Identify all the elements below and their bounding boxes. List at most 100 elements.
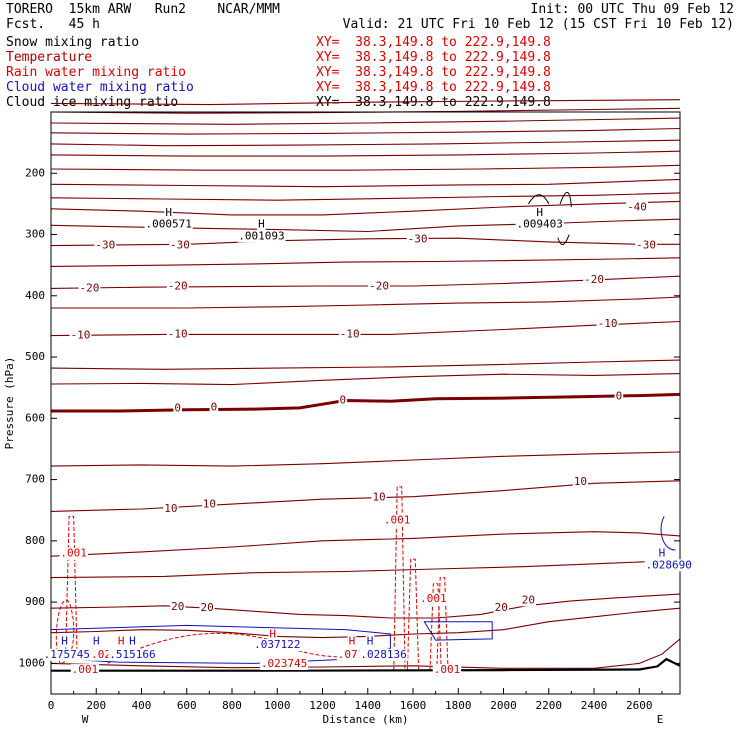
temperature-contour bbox=[50, 200, 681, 216]
temperature-contour bbox=[50, 192, 681, 201]
temperature-label-bg bbox=[201, 498, 217, 511]
cloud-water-contour bbox=[660, 516, 676, 551]
x-tick-label: 2400 bbox=[581, 699, 608, 712]
x-tick-label: 1200 bbox=[309, 699, 336, 712]
cloud-water-label-bg bbox=[365, 635, 375, 648]
temperature-label: 20 bbox=[495, 601, 508, 614]
snow-label-bg bbox=[164, 207, 173, 220]
temperature-label-bg bbox=[170, 601, 186, 614]
temperature-label: -30 bbox=[170, 239, 190, 252]
snow-label: .001093 bbox=[238, 229, 284, 242]
field-name-rain: Rain water mixing ratio bbox=[6, 65, 187, 80]
east-label: E bbox=[657, 713, 664, 726]
cloud-water-label-bg bbox=[128, 635, 137, 648]
rain-label: .001 bbox=[72, 663, 99, 676]
temperature-contour bbox=[50, 275, 681, 289]
rain-contour bbox=[65, 515, 78, 652]
west-label: W bbox=[82, 713, 89, 726]
temperature-label-bg bbox=[173, 402, 183, 415]
field-xy-cloud-water: XY= 38.3,149.8 to 222.9,149.8 bbox=[316, 80, 551, 95]
temperature-label-bg bbox=[371, 491, 387, 504]
field-xy-rain: XY= 38.3,149.8 to 222.9,149.8 bbox=[316, 65, 551, 80]
rain-label: .001 bbox=[60, 547, 87, 560]
temperature-label: 20 bbox=[200, 601, 213, 614]
rain-label-bg bbox=[70, 664, 100, 677]
plot-frame bbox=[50, 111, 681, 695]
rain-label: H bbox=[269, 628, 276, 641]
cloud-water-label-bg bbox=[359, 648, 408, 661]
snow-label-bg bbox=[257, 218, 266, 231]
temperature-label: -20 bbox=[80, 281, 100, 294]
precip-contours bbox=[50, 191, 676, 671]
rain-label: .023745 bbox=[261, 657, 307, 670]
rain-label-bg bbox=[268, 628, 278, 641]
y-tick-label: 900 bbox=[25, 595, 45, 608]
temperature-label: 0 bbox=[340, 394, 347, 407]
snow-label: .009403 bbox=[517, 218, 563, 231]
temperature-label-bg bbox=[635, 239, 657, 252]
y-tick-label: 400 bbox=[25, 289, 45, 302]
x-tick-label: 1400 bbox=[355, 699, 382, 712]
field-name-cloud-ice: Cloud ice mixing ratio bbox=[6, 95, 179, 110]
temperature-label-bg bbox=[169, 239, 191, 252]
field-name-snow: Snow mixing ratio bbox=[6, 35, 140, 50]
y-tick-label: 200 bbox=[25, 166, 45, 179]
temperature-contour bbox=[51, 392, 681, 413]
rain-label: .001 bbox=[434, 663, 461, 676]
temperature-label: -20 bbox=[584, 273, 604, 286]
cloud-water-label: H bbox=[659, 547, 666, 560]
temperature-label: 0 bbox=[174, 402, 181, 415]
snow-label: H bbox=[165, 206, 172, 219]
cloud-water-label-bg bbox=[91, 635, 101, 648]
temperature-label-bg bbox=[626, 201, 648, 214]
temperature-label: -30 bbox=[636, 239, 656, 252]
y-tick-label: 800 bbox=[25, 534, 45, 547]
temperature-contour bbox=[50, 559, 681, 579]
temperature-label: -10 bbox=[168, 327, 188, 340]
temperature-contours bbox=[50, 99, 681, 669]
snow-label: H bbox=[536, 206, 543, 219]
temperature-label: -10 bbox=[598, 317, 618, 330]
x-tick-label: 0 bbox=[48, 699, 55, 712]
temperature-label-bg bbox=[520, 594, 537, 607]
temperature-label-bg bbox=[583, 273, 605, 286]
temperature-label-bg bbox=[572, 476, 589, 489]
cloud-water-label-bg bbox=[253, 638, 302, 651]
temperature-contour bbox=[50, 117, 681, 125]
temperature-contour bbox=[50, 531, 681, 557]
cloud-water-label-bg bbox=[657, 547, 667, 560]
x-tick-label: 600 bbox=[177, 699, 197, 712]
cloud-water-contour bbox=[50, 624, 391, 664]
temperature-contour bbox=[50, 237, 680, 247]
cloud-water-label: .028136 bbox=[360, 648, 406, 661]
header-valid: Valid: 21 UTC Fri 10 Feb 12 (15 CST Fri … bbox=[342, 17, 734, 32]
y-axis-title: Pressure (hPa) bbox=[3, 357, 16, 450]
field-name-cloud-water: Cloud water mixing ratio bbox=[6, 80, 194, 95]
x-tick-label: 1000 bbox=[264, 699, 291, 712]
temperature-contour bbox=[50, 373, 681, 386]
temperature-contour bbox=[50, 359, 681, 370]
rain-label-bg bbox=[432, 664, 462, 677]
temperature-label: -10 bbox=[70, 329, 90, 342]
temperature-contour bbox=[51, 296, 681, 309]
rain-label-bg bbox=[347, 635, 357, 648]
x-tick-label: 2200 bbox=[536, 699, 563, 712]
x-tick-label: 2600 bbox=[626, 699, 653, 712]
header-model: TORERO 15km ARW Run2 NCAR/MMM bbox=[6, 2, 280, 17]
rain-contour bbox=[436, 577, 449, 671]
temperature-label: 0 bbox=[211, 400, 218, 413]
rain-label-bg bbox=[116, 635, 126, 648]
rain-label-bg bbox=[419, 593, 448, 606]
rain-label-bg bbox=[382, 514, 412, 527]
temperature-label-bg bbox=[94, 239, 117, 252]
snow-label-bg bbox=[535, 207, 545, 220]
temperature-contour bbox=[50, 139, 681, 147]
snow-label: H bbox=[258, 218, 265, 231]
terrain-line bbox=[51, 657, 681, 672]
temperature-label: 10 bbox=[574, 475, 587, 488]
temperature-label: -30 bbox=[95, 239, 115, 252]
temperature-label-bg bbox=[338, 394, 348, 407]
cloud-water-label-bg bbox=[60, 635, 69, 648]
cloud-water-label: .037122 bbox=[254, 638, 300, 651]
